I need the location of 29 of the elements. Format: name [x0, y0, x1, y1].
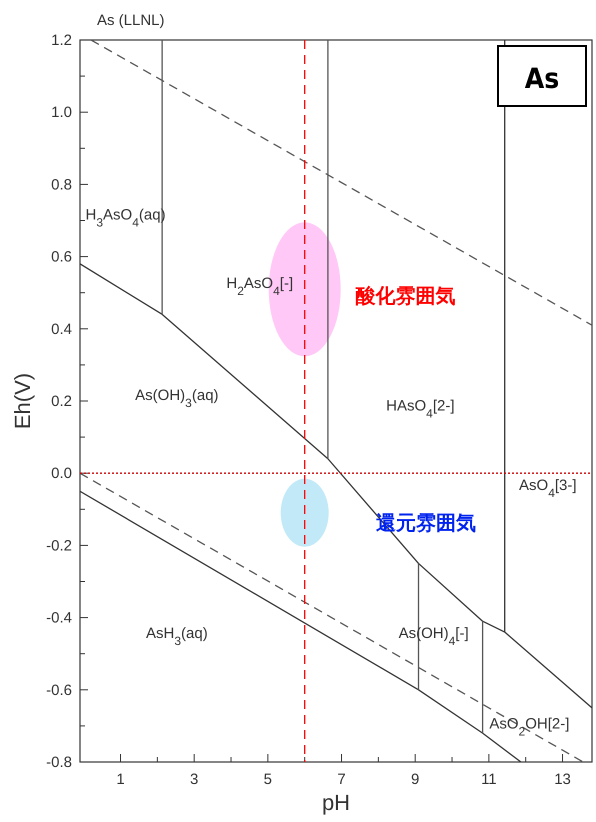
annotation: HAsO$_{4}$[2-] — [386, 398, 455, 421]
y-tick-label: 1.0 — [51, 104, 72, 122]
y-tick-label: 0.4 — [51, 320, 72, 338]
y-tick-label: 1.2 — [51, 32, 72, 49]
y-tick-label: -0.6 — [46, 682, 72, 699]
y-tick-label: 0.0 — [51, 465, 72, 482]
annotation: H$_{2}$AsO$_{4}$[-] — [226, 274, 294, 298]
y-tick-label: -0.2 — [46, 537, 72, 554]
x-tick-label: 13 — [554, 771, 571, 788]
annotation: As — [524, 62, 560, 95]
annotation: AsO$_{4}$[3-] — [519, 477, 577, 500]
y-tick-label: -0.4 — [46, 610, 72, 627]
x-tick-label: 5 — [264, 771, 272, 788]
y-tick-label: 0.6 — [51, 248, 72, 266]
annotation: 酸化雰囲気 — [356, 285, 456, 308]
x-tick-label: 9 — [411, 771, 420, 788]
chart-title: As (LLNL) — [97, 12, 165, 29]
annotation: AsH$_{3}$(aq) — [146, 625, 208, 648]
y-axis-title: Eh(V) — [10, 372, 35, 430]
y-tick-label: -0.8 — [46, 754, 72, 771]
x-axis-title: pH — [322, 790, 350, 815]
annotation: AsO$_{2}$OH[2-] — [489, 715, 570, 738]
annotation: As(OH)$_{3}$(aq) — [135, 386, 219, 410]
x-tick-label: 1 — [116, 771, 125, 788]
x-tick-label: 11 — [481, 771, 497, 788]
y-tick-label: 0.2 — [51, 393, 72, 410]
x-tick-label: 7 — [337, 771, 346, 788]
x-tick-label: 3 — [190, 771, 198, 788]
y-tick-label: 0.8 — [51, 176, 72, 194]
